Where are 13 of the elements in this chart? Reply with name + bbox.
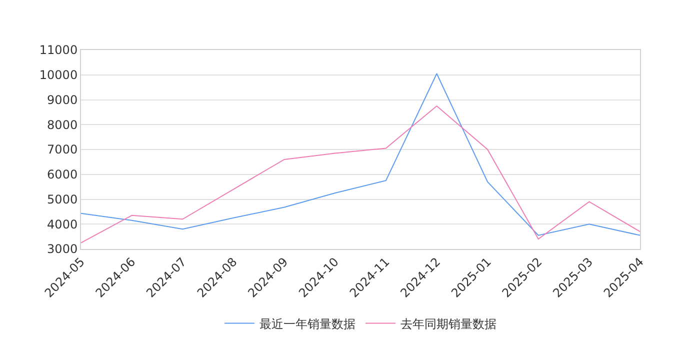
y-tick-label: 8000 <box>47 118 78 132</box>
y-tick-label: 11000 <box>39 43 78 58</box>
y-tick-label: 7000 <box>47 142 78 157</box>
y-tick-label: 4000 <box>47 217 78 232</box>
line-series <box>81 73 640 236</box>
legend-label: 最近一年销量数据 <box>260 316 356 331</box>
y-tick-label: 3000 <box>47 242 78 256</box>
y-tick-label: 6000 <box>47 168 78 182</box>
y-tick-label: 10000 <box>39 68 78 82</box>
line-series <box>81 105 640 244</box>
y-tick-label: 9000 <box>47 92 78 107</box>
legend-label: 去年同期销量数据 <box>400 316 496 331</box>
y-tick-label: 5000 <box>47 192 78 206</box>
